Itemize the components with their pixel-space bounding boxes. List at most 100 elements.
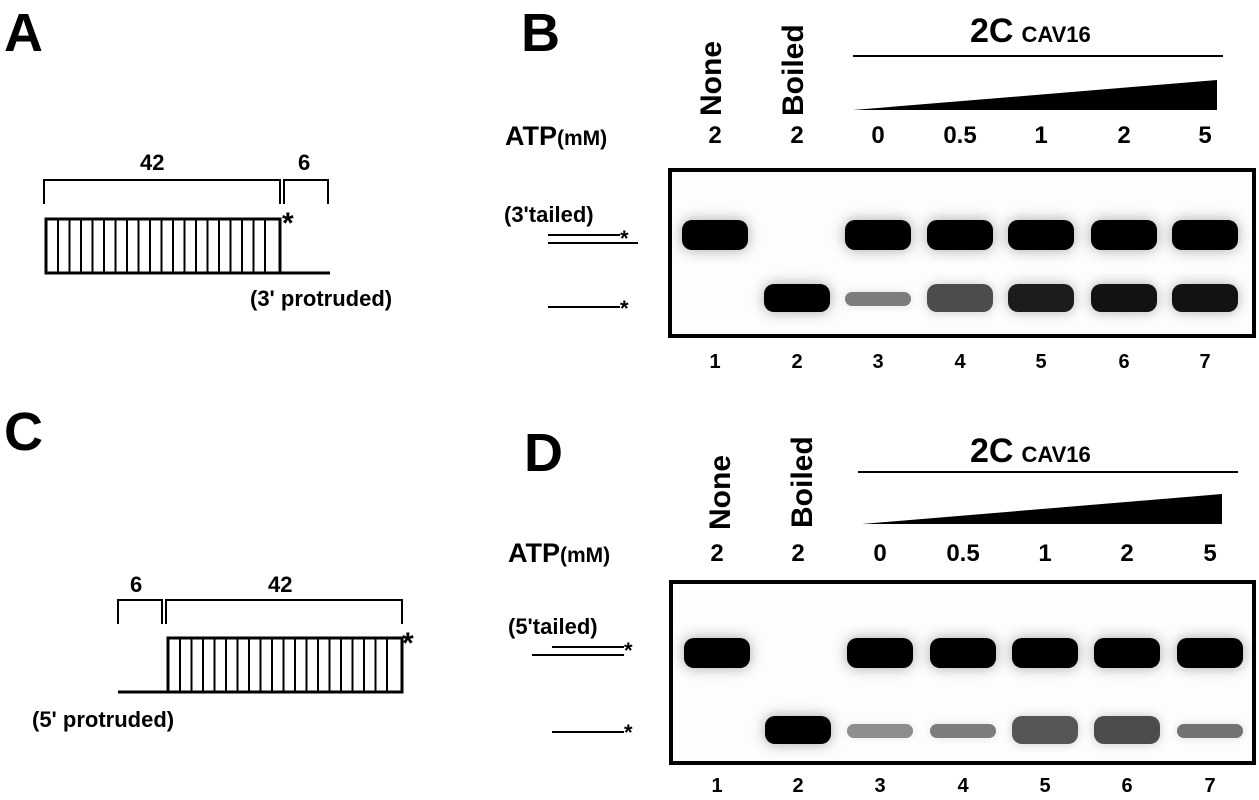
panel-d-atp-unit: (mM) <box>560 544 611 567</box>
panel-b-duplex-band-lane-4 <box>927 220 993 250</box>
panel-d-atp-value-3: 0 <box>873 540 887 567</box>
panel-c-length-42: 42 <box>268 572 293 597</box>
panel-d-lane-number-7: 7 <box>1204 775 1216 797</box>
panel-b-lane-number-2: 2 <box>791 351 803 373</box>
panel-d-lane-number-3: 3 <box>874 775 886 797</box>
panel-b-duplex-star: * <box>620 226 629 251</box>
panel-d-single-band-lane-2 <box>765 716 831 744</box>
panel-b-lane-number-6: 6 <box>1118 351 1130 373</box>
panel-b-atp-unit: (mM) <box>557 127 608 150</box>
panel-b-duplex-line-top <box>548 234 620 236</box>
panel-d-single-band-lane-7 <box>1177 724 1243 738</box>
panel-a-caption: (3' protruded) <box>250 286 393 311</box>
panel-b-single-band-lane-7 <box>1172 284 1238 312</box>
panel-b-single-band-lane-6 <box>1091 284 1157 312</box>
panel-a-letter: A <box>4 3 43 63</box>
panel-b-lane-number-3: 3 <box>872 351 884 373</box>
panel-d-single-star: * <box>624 720 633 745</box>
panel-b-atp-label: ATP(mM) <box>505 123 607 150</box>
panel-d-single-band-lane-3 <box>847 724 913 738</box>
panel-d-single-band-lane-4 <box>930 724 996 738</box>
panel-b-single-star: * <box>620 296 629 321</box>
panel-d-lane-number-4: 4 <box>957 775 969 797</box>
panel-b-duplex-band-lane-5 <box>1008 220 1074 250</box>
panel-d-lane-number-2: 2 <box>792 775 804 797</box>
panel-b-single-band-lane-5 <box>1008 284 1074 312</box>
panel-c-caption: (5' protruded) <box>32 707 175 732</box>
panel-b-lane-header-none: None <box>695 41 728 116</box>
panel-a-duplex-strands <box>44 217 282 275</box>
panel-d-lane-number-5: 5 <box>1039 775 1051 797</box>
panel-d-atp-value-6: 2 <box>1120 540 1134 567</box>
panel-b-lane-number-1: 1 <box>709 351 721 373</box>
panel-d-duplex-line-bottom <box>532 654 624 656</box>
panel-b-atp-value-1: 2 <box>708 122 722 149</box>
panel-a-label-star: * <box>282 207 294 240</box>
panel-d-atp-value-7: 5 <box>1203 540 1217 567</box>
panel-b-concentration-wedge <box>853 80 1217 110</box>
panel-d-letter: D <box>524 423 563 483</box>
panel-c-duplex-strands <box>166 636 404 694</box>
panel-b-lane-number-4: 4 <box>954 351 966 373</box>
panel-c-length-6: 6 <box>130 572 143 597</box>
panel-d-protein-title: 2C CAV16 <box>970 434 1091 468</box>
panel-b-atp-value-2: 2 <box>790 122 804 149</box>
panel-d-lane-number-1: 1 <box>711 775 723 797</box>
panel-b-lane-number-7: 7 <box>1199 351 1211 373</box>
panel-b-single-band-lane-3 <box>845 292 911 306</box>
panel-b-atp-value-7: 5 <box>1198 122 1212 149</box>
panel-b-single-band-lane-2 <box>764 284 830 312</box>
panel-b-atp-value-5: 1 <box>1034 122 1048 149</box>
panel-d-gel <box>669 580 1256 765</box>
panel-b-letter: B <box>521 3 560 63</box>
panel-b-protein-sub: CAV16 <box>1021 22 1091 47</box>
panel-b-atp-text: ATP <box>505 121 557 151</box>
panel-c-label-star: * <box>402 627 414 660</box>
panel-b-duplex-line-bottom <box>548 242 638 244</box>
panel-d-atp-value-1: 2 <box>710 540 724 567</box>
panel-b-substrate-label: (3'tailed) <box>504 202 594 227</box>
panel-d-duplex-band-lane-4 <box>930 638 996 668</box>
panel-b-lane-header-boiled: Boiled <box>777 24 810 116</box>
panel-a-dna-schematic <box>43 179 330 275</box>
panel-b-protein-label: 2C <box>970 12 1014 50</box>
panel-b-single-line <box>548 306 620 308</box>
panel-d-lane-header-none: None <box>704 455 737 530</box>
panel-d-duplex-star: * <box>624 638 633 663</box>
panel-d-single-band-lane-6 <box>1094 716 1160 744</box>
panel-b-lane-number-5: 5 <box>1035 351 1047 373</box>
panel-c-letter: C <box>4 402 43 462</box>
panel-b-atp-value-6: 2 <box>1117 122 1131 149</box>
panel-d-single-line <box>552 731 624 733</box>
panel-d-substrate-label: (5'tailed) <box>508 614 598 639</box>
panel-b-gel <box>668 168 1256 338</box>
panel-d-duplex-band-lane-5 <box>1012 638 1078 668</box>
panel-d-atp-value-4: 0.5 <box>946 540 980 567</box>
panel-b-atp-value-4: 0.5 <box>943 122 977 149</box>
panel-d-duplex-band-lane-3 <box>847 638 913 668</box>
panel-d-concentration-wedge <box>862 494 1222 524</box>
panel-d-single-band-lane-5 <box>1012 716 1078 744</box>
panel-b-duplex-band-lane-6 <box>1091 220 1157 250</box>
panel-b-duplex-band-lane-3 <box>845 220 911 250</box>
panel-d-atp-value-5: 1 <box>1038 540 1052 567</box>
panel-d-protein-label: 2C <box>970 432 1014 470</box>
panel-d-protein-sub: CAV16 <box>1021 442 1091 467</box>
panel-d-atp-label: ATP(mM) <box>508 540 610 567</box>
panel-b-atp-value-3: 0 <box>871 122 885 149</box>
panel-d-lane-number-6: 6 <box>1121 775 1133 797</box>
panel-d-protein-bar <box>858 471 1238 473</box>
panel-d-duplex-band-lane-6 <box>1094 638 1160 668</box>
panel-b-single-band-lane-4 <box>927 284 993 312</box>
panel-d-duplex-band-lane-7 <box>1177 638 1243 668</box>
panel-a-length-6: 6 <box>298 150 311 175</box>
panel-a-length-42: 42 <box>140 150 165 175</box>
panel-d-atp-value-2: 2 <box>791 540 805 567</box>
panel-b-protein-title: 2C CAV16 <box>970 14 1091 48</box>
panel-d-duplex-band-lane-1 <box>684 638 750 668</box>
panel-c-dna-schematic <box>117 599 404 694</box>
panel-b-duplex-band-lane-1 <box>682 220 748 250</box>
panel-b-protein-bar <box>853 55 1223 57</box>
panel-d-lane-header-boiled: Boiled <box>786 436 819 528</box>
panel-d-duplex-line-top <box>552 646 624 648</box>
